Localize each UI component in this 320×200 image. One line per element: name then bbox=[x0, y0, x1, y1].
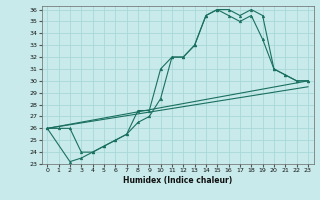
X-axis label: Humidex (Indice chaleur): Humidex (Indice chaleur) bbox=[123, 176, 232, 185]
